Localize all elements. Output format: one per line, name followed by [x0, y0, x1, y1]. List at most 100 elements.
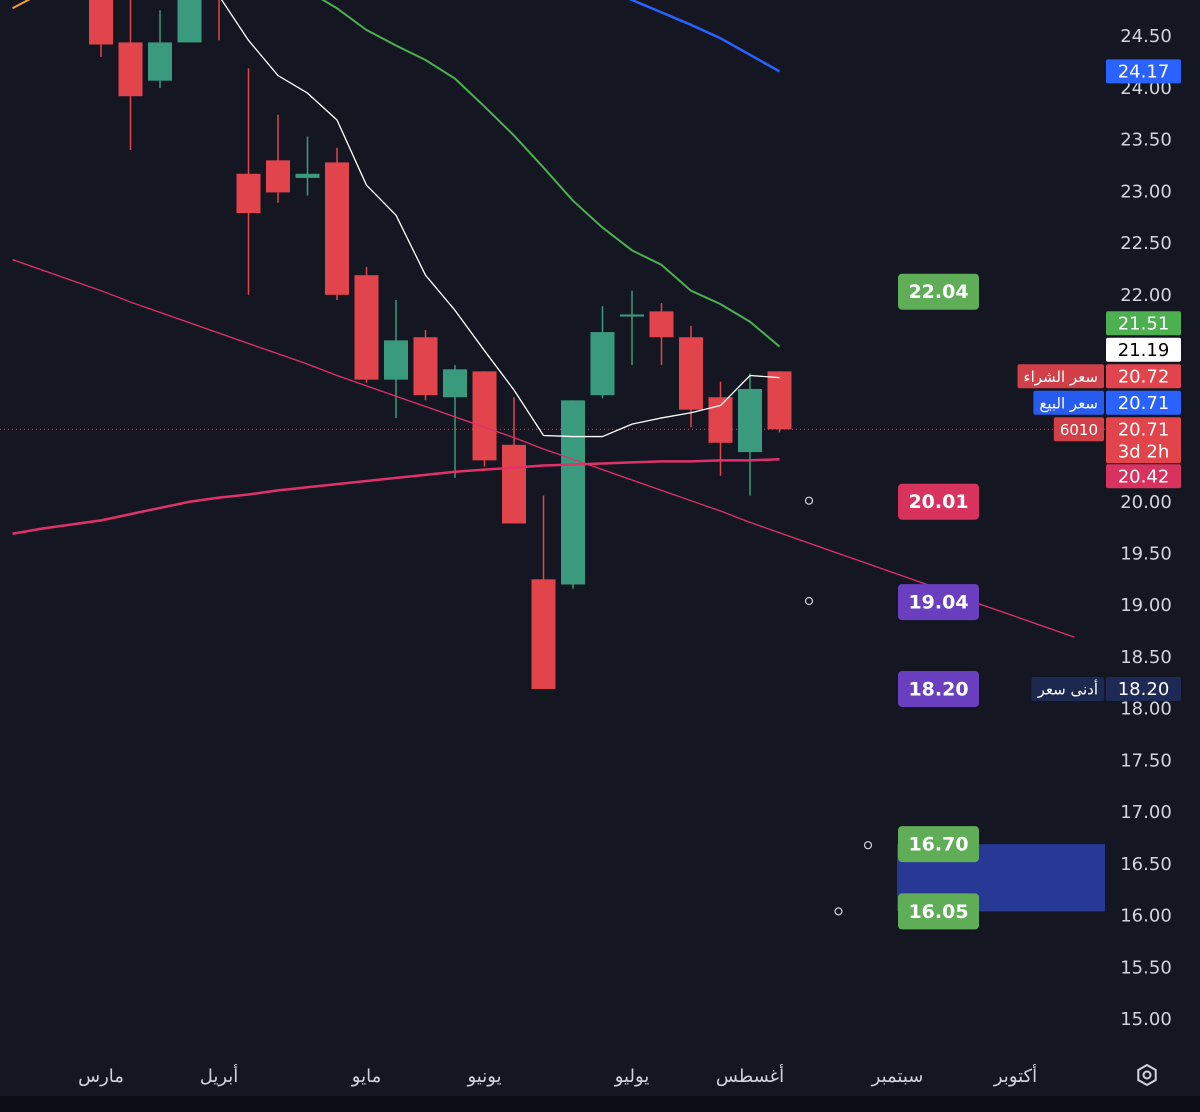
price-caption: أدنى سعر — [1037, 679, 1098, 698]
price-caption: سعر البيع — [1039, 394, 1098, 412]
candle-body — [443, 369, 467, 398]
candle-body — [177, 0, 202, 43]
price-caption-box — [1053, 417, 1104, 442]
candle-body — [354, 275, 379, 380]
y-tick-label: 22.50 — [1120, 233, 1172, 254]
level-label: 16.05 — [908, 901, 968, 923]
price-tag-label: 20.71 — [1118, 419, 1170, 440]
overlay: 24.5024.0023.5023.0022.5022.0021.5021.00… — [78, 26, 1181, 1087]
bottom-strip — [0, 1096, 1200, 1112]
candle-body — [649, 311, 674, 338]
candle-body — [266, 160, 290, 193]
level-label: 22.04 — [908, 281, 968, 303]
indicator-line — [220, 0, 780, 438]
price-tag — [1106, 676, 1181, 701]
price-tag — [1106, 364, 1181, 389]
price-caption-box — [1031, 676, 1104, 701]
x-tick-label: يونيو — [466, 1066, 501, 1087]
level-badge — [898, 826, 979, 863]
candle-body — [679, 337, 703, 410]
candle-body — [118, 42, 143, 97]
candle-body — [325, 162, 349, 295]
price-tag-label: 20.71 — [1118, 393, 1170, 414]
level-label: 19.04 — [908, 592, 968, 614]
level-badge — [898, 893, 979, 930]
x-tick-label: أكتوبر — [993, 1064, 1037, 1087]
settings-hexagon — [1137, 1063, 1157, 1087]
price-tag-label: 20.42 — [1118, 466, 1170, 487]
price-tag — [1106, 417, 1181, 464]
price-caption-box — [1017, 364, 1104, 389]
marker-dot — [804, 496, 814, 505]
candle-body — [384, 340, 408, 380]
y-tick-label: 23.00 — [1120, 181, 1172, 202]
candle-body — [295, 173, 320, 178]
settings-dot — [1142, 1070, 1152, 1080]
y-tick-label: 17.00 — [1120, 802, 1172, 823]
y-tick-label: 18.50 — [1120, 647, 1172, 668]
candle-body — [531, 579, 556, 689]
candle-body — [148, 42, 172, 81]
x-tick-label: يوليو — [614, 1066, 650, 1087]
y-tick-label: 19.50 — [1120, 543, 1172, 564]
price-tag — [1106, 390, 1181, 415]
y-tick-label: 22.00 — [1120, 285, 1172, 306]
level-badge — [898, 273, 979, 310]
level-label: 20.01 — [908, 491, 968, 513]
candle-body — [502, 444, 526, 524]
x-tick-label: مايو — [351, 1066, 381, 1087]
price-tag-label: 24.17 — [1118, 61, 1170, 82]
y-tick-label: 15.50 — [1120, 957, 1172, 978]
candle-body — [620, 314, 644, 317]
y-tick-label: 15.00 — [1120, 1009, 1172, 1030]
price-caption: 6010 — [1060, 421, 1098, 439]
settings-icon[interactable] — [1137, 1063, 1157, 1087]
marker-dot — [863, 841, 873, 850]
y-tick-label: 18.00 — [1120, 699, 1172, 720]
price-tag-label: 21.51 — [1118, 313, 1170, 334]
y-tick-label: 23.50 — [1120, 130, 1172, 151]
price-tag-label: 21.19 — [1118, 340, 1170, 361]
level-label: 16.70 — [908, 834, 968, 856]
candle-body — [738, 388, 762, 453]
price-caption-box — [1033, 390, 1104, 415]
price-caption: سعر الشراء — [1024, 368, 1098, 386]
candle-body — [590, 332, 615, 396]
indicator-line — [321, 0, 781, 348]
indicator-line — [12, 0, 31, 10]
price-tag-label: 18.20 — [1118, 679, 1170, 700]
x-tick-label: أبريل — [200, 1064, 239, 1087]
y-tick-label: 24.50 — [1120, 26, 1172, 47]
marker-dot — [804, 596, 814, 606]
x-tick-label: أغسطس — [716, 1064, 784, 1087]
marker-dot — [834, 907, 843, 916]
candle-body — [708, 397, 733, 443]
indicator-line — [628, 0, 781, 73]
price-countdown: 3d 2h — [1118, 441, 1169, 462]
level-badge — [898, 670, 979, 707]
indicator-line — [12, 458, 780, 536]
level-label: 18.20 — [908, 678, 968, 700]
plot-area — [0, 0, 1105, 912]
x-tick-label: سبتمبر — [871, 1066, 924, 1087]
level-badge — [898, 483, 979, 520]
level-badge — [898, 584, 979, 621]
candle-body — [767, 371, 792, 430]
price-tag-label: 20.72 — [1118, 366, 1170, 387]
price-tag — [1106, 337, 1181, 362]
candle-body — [89, 0, 113, 45]
candle-body — [472, 371, 497, 461]
y-tick-label: 20.00 — [1120, 492, 1172, 513]
y-tick-label: 16.00 — [1120, 906, 1172, 927]
y-tick-label: 19.00 — [1120, 595, 1172, 616]
price-tag — [1106, 59, 1181, 84]
candle-body — [561, 400, 585, 585]
indicator-line — [12, 259, 1075, 638]
y-tick-label: 16.50 — [1120, 854, 1172, 875]
price-tag — [1106, 311, 1181, 336]
x-tick-label: مارس — [78, 1066, 124, 1087]
candle-body — [413, 337, 438, 396]
